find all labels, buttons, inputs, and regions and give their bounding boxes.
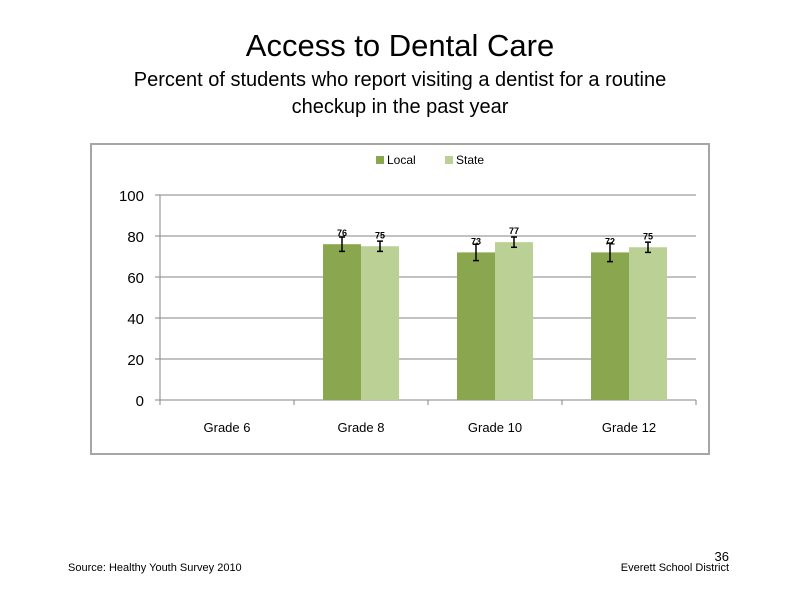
data-label: 75 <box>375 230 385 240</box>
x-tick-label: Grade 8 <box>338 420 385 435</box>
legend-swatch <box>376 156 384 164</box>
y-tick-label: 100 <box>119 188 144 205</box>
y-tick-label: 60 <box>127 270 144 287</box>
x-tick-label: Grade 10 <box>468 420 522 435</box>
slide-subtitle: Percent of students who report visiting … <box>133 69 667 118</box>
page-number: 36 <box>714 549 729 564</box>
bar-state <box>495 242 533 400</box>
data-label: 76 <box>337 228 347 238</box>
legend-label: State <box>456 153 484 167</box>
data-label: 75 <box>643 231 653 241</box>
x-tick-label: Grade 12 <box>602 420 656 435</box>
bar-local <box>457 252 495 400</box>
bar-state <box>629 247 667 400</box>
y-tick-label: 40 <box>127 311 144 328</box>
district-name: Everett School District <box>620 562 729 574</box>
y-tick-label: 20 <box>127 352 144 369</box>
data-label: 77 <box>509 226 519 236</box>
legend-label: Local <box>387 153 416 167</box>
y-tick-label: 0 <box>136 393 144 410</box>
data-label: 72 <box>605 236 615 246</box>
bar-local <box>591 252 629 400</box>
bar-local <box>323 244 361 400</box>
y-tick-label: 80 <box>127 229 144 246</box>
legend-swatch <box>445 156 453 164</box>
data-label: 73 <box>471 236 481 246</box>
bar-state <box>361 246 399 400</box>
x-tick-label: Grade 6 <box>204 420 251 435</box>
source-note: Source: Healthy Youth Survey 2010 <box>68 562 242 574</box>
slide-title: Access to Dental Care <box>245 28 555 63</box>
